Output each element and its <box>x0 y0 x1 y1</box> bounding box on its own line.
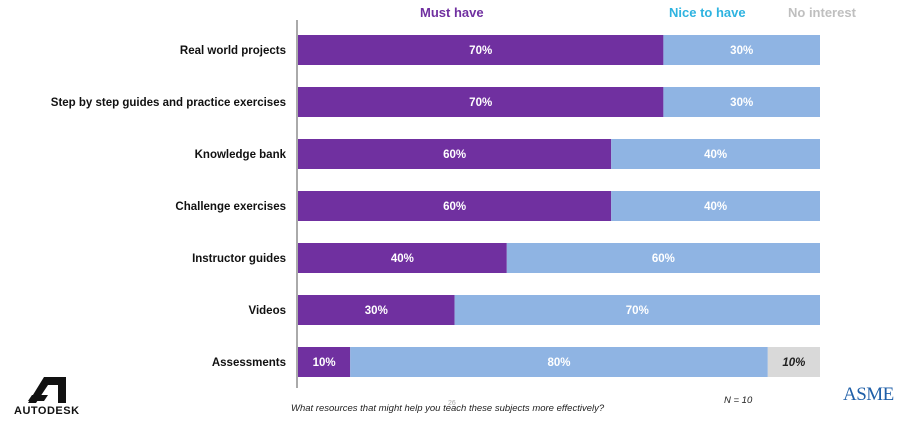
bar-segment-nice-to-have <box>506 243 820 273</box>
data-label: 60% <box>652 253 675 265</box>
bar-segment-must-have <box>298 347 351 377</box>
data-label: 60% <box>443 201 466 213</box>
category-label: Step by step guides and practice exercis… <box>51 97 286 109</box>
survey-question: What resources that might help you teach… <box>291 403 605 414</box>
bar-segment-nice-to-have <box>611 139 820 169</box>
data-label: 70% <box>469 45 492 57</box>
autodesk-logo-icon <box>28 377 66 403</box>
category-label: Assessments <box>212 357 286 369</box>
data-label: 10% <box>782 357 805 369</box>
bar-segment-must-have <box>298 35 664 65</box>
data-label: 70% <box>469 97 492 109</box>
data-label: 80% <box>547 357 570 369</box>
bar-segment-must-have <box>298 191 612 221</box>
bar-segment-must-have <box>298 243 507 273</box>
data-label: 10% <box>313 357 336 369</box>
data-label: 40% <box>704 201 727 213</box>
asme-logo: ASME <box>843 384 894 405</box>
category-label: Challenge exercises <box>175 201 286 213</box>
data-label: 30% <box>730 97 753 109</box>
bar-segment-must-have <box>298 139 612 169</box>
autodesk-wordmark: AUTODESK <box>14 405 80 417</box>
legend-no-interest: No interest <box>788 5 856 20</box>
data-label: 40% <box>704 149 727 161</box>
category-label: Real world projects <box>180 45 286 57</box>
page-number: 26 <box>448 400 456 407</box>
legend-nice-to-have: Nice to have <box>669 5 746 20</box>
sample-size: N = 10 <box>724 395 753 406</box>
bar-segment-nice-to-have <box>611 191 820 221</box>
bar-segment-nice-to-have <box>350 347 768 377</box>
bar-segment-must-have <box>298 87 664 117</box>
data-label: 40% <box>391 253 414 265</box>
category-label: Instructor guides <box>192 253 286 265</box>
data-label: 70% <box>626 305 649 317</box>
category-label: Knowledge bank <box>195 149 287 161</box>
legend-must-have: Must have <box>420 5 484 20</box>
category-label: Videos <box>249 305 287 317</box>
bar-segment-nice-to-have <box>663 87 820 117</box>
data-label: 60% <box>443 149 466 161</box>
bar-segment-must-have <box>298 295 455 325</box>
data-label: 30% <box>730 45 753 57</box>
data-label: 30% <box>365 305 388 317</box>
bar-segment-no-interest <box>767 347 820 377</box>
bar-segment-nice-to-have <box>663 35 820 65</box>
bar-segment-nice-to-have <box>454 295 820 325</box>
